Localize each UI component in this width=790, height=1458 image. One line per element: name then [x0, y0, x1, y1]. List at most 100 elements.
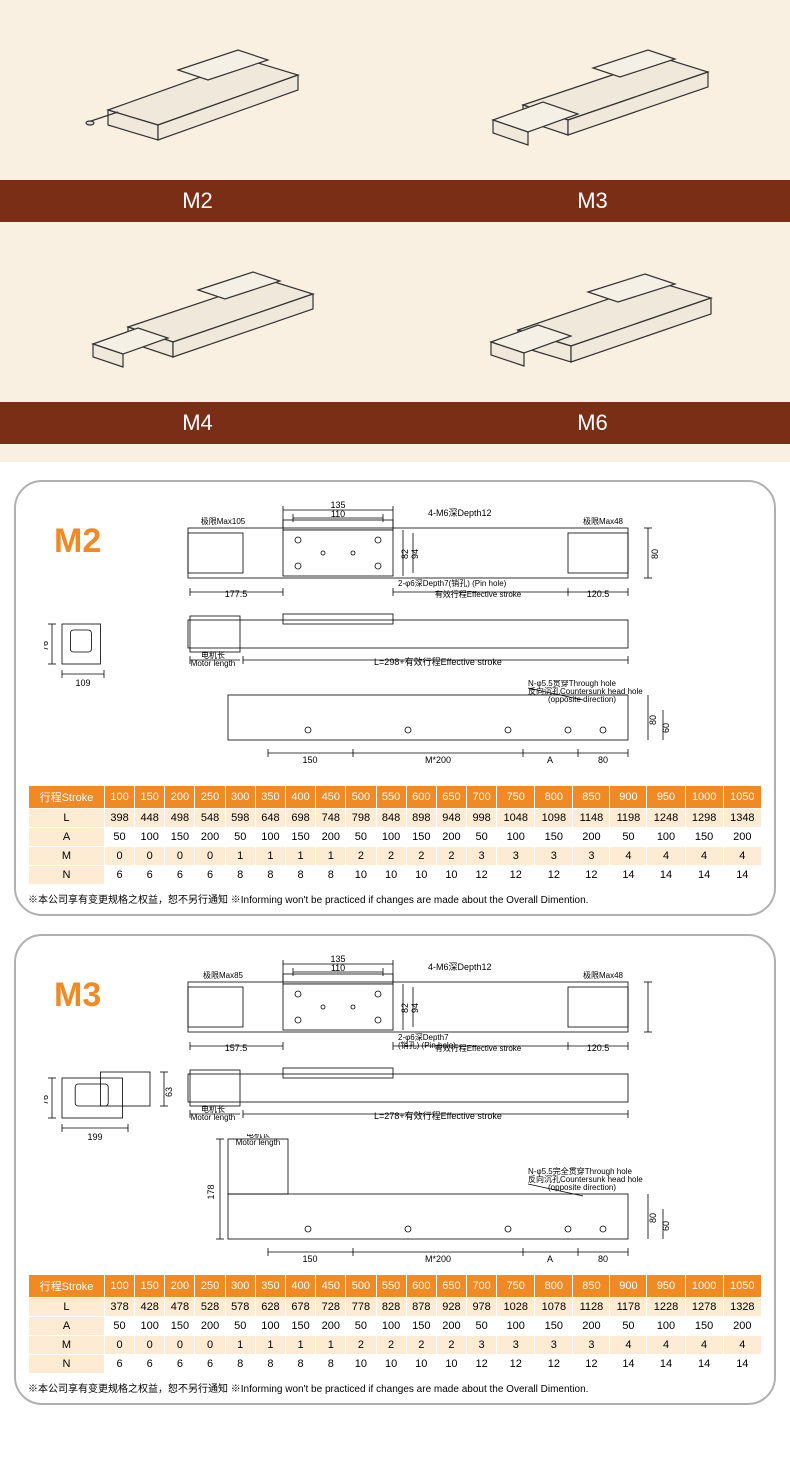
table-header-val: 350: [255, 1275, 285, 1298]
table-header-val: 800: [535, 1275, 573, 1298]
spec-card-m2: M 2 109 76: [14, 480, 776, 916]
svg-text:76: 76: [44, 641, 50, 651]
table-cell: 10: [406, 1355, 436, 1374]
table-cell: 8: [225, 866, 255, 885]
table-cell: 14: [685, 866, 723, 885]
svg-text:2-φ6深Depth7(销孔) (Pin hole): 2-φ6深Depth7(销孔) (Pin hole): [398, 578, 507, 588]
gallery-cell-m2: [0, 0, 395, 180]
table-cell: 1328: [723, 1298, 761, 1317]
side-dimension-drawing: 109 76: [44, 612, 144, 697]
table-cell: 150: [286, 828, 316, 847]
table-row-label: N: [29, 1355, 105, 1374]
table-cell: 12: [467, 866, 497, 885]
table-cell: 100: [647, 1317, 685, 1336]
table-row-label: M: [29, 1336, 105, 1355]
table-header-val: 800: [535, 786, 573, 809]
svg-text:Motor length: Motor length: [191, 1113, 235, 1122]
table-cell: 728: [316, 1298, 346, 1317]
table-cell: 998: [467, 809, 497, 828]
table-cell: 12: [467, 1355, 497, 1374]
svg-text:110: 110: [331, 509, 345, 519]
table-cell: 2: [436, 1336, 466, 1355]
table-cell: 50: [104, 828, 134, 847]
svg-text:94: 94: [410, 1003, 420, 1013]
table-header-val: 450: [316, 786, 346, 809]
table-cell: 12: [497, 1355, 535, 1374]
side-view-drawing: 电机长 Motor length L=278+有效行程Effective str…: [128, 1064, 762, 1122]
table-cell: 12: [573, 866, 610, 885]
table-cell: 3: [535, 1336, 573, 1355]
table-cell: 10: [346, 1355, 376, 1374]
table-cell: 6: [135, 1355, 165, 1374]
table-cell: 1198: [610, 809, 647, 828]
table-cell: 498: [165, 809, 195, 828]
table-cell: 8: [316, 866, 346, 885]
svg-text:150: 150: [302, 755, 317, 765]
svg-text:178: 178: [206, 1184, 216, 1199]
table-header-val: 600: [406, 786, 436, 809]
table-cell: 2: [376, 847, 406, 866]
table-cell: 4: [685, 1336, 723, 1355]
table-cell: 3: [573, 847, 610, 866]
table-cell: 6: [165, 1355, 195, 1374]
table-row-label: A: [29, 828, 105, 847]
gallery-label-m4: M4: [0, 402, 395, 444]
footnote: ※本公司享有变更规格之权益，恕不另行通知 ※Informing won't be…: [28, 1380, 762, 1395]
table-header-val: 900: [610, 786, 647, 809]
drawing-area: 135 110 4-M6深Depth12 极限Max85 极限Max48 82 …: [128, 952, 762, 1264]
table-cell: 6: [165, 866, 195, 885]
table-cell: 10: [436, 866, 466, 885]
table-row-label: M: [29, 847, 105, 866]
table-cell: 1: [255, 1336, 285, 1355]
table-cell: 100: [255, 828, 285, 847]
table-cell: 398: [104, 809, 134, 828]
table-header-val: 200: [165, 1275, 195, 1298]
table-header-val: 550: [376, 786, 406, 809]
svg-text:80: 80: [648, 1213, 658, 1223]
table-header-val: 650: [436, 786, 466, 809]
table-cell: 150: [286, 1317, 316, 1336]
table-row: M00001111222233334444: [29, 1336, 762, 1355]
table-cell: 2: [346, 847, 376, 866]
gallery-row-1: [0, 0, 790, 180]
table-cell: 50: [610, 828, 647, 847]
table-cell: 978: [467, 1298, 497, 1317]
gallery-cell-m4: [0, 222, 395, 402]
table-header-val: 550: [376, 1275, 406, 1298]
table-header-val: 500: [346, 786, 376, 809]
table-header-val: 850: [573, 786, 610, 809]
table-cell: 1: [286, 847, 316, 866]
table-cell: 0: [165, 847, 195, 866]
table-cell: 578: [225, 1298, 255, 1317]
table-cell: 12: [573, 1355, 610, 1374]
table-cell: 200: [573, 828, 610, 847]
table-cell: 1248: [647, 809, 685, 828]
table-cell: 50: [225, 1317, 255, 1336]
svg-text:177.5: 177.5: [225, 589, 248, 598]
table-cell: 10: [436, 1355, 466, 1374]
table-cell: 4: [610, 847, 647, 866]
table-cell: 848: [376, 809, 406, 828]
table-cell: 8: [316, 1355, 346, 1374]
table-cell: 828: [376, 1298, 406, 1317]
gallery-band-2: M4 M6: [0, 402, 790, 444]
table-header-val: 850: [573, 1275, 610, 1298]
side-dimension-drawing: 199 76 63: [44, 1066, 184, 1151]
table-cell: 1: [255, 847, 285, 866]
svg-text:L=298+有效行程Effective stroke: L=298+有效行程Effective stroke: [374, 656, 502, 667]
svg-text:94: 94: [410, 549, 420, 559]
table-cell: 528: [195, 1298, 225, 1317]
table-cell: 150: [165, 1317, 195, 1336]
table-header-val: 650: [436, 1275, 466, 1298]
table-cell: 10: [376, 866, 406, 885]
svg-text:A: A: [547, 1254, 553, 1264]
gallery-row-2: [0, 222, 790, 402]
table-cell: 628: [255, 1298, 285, 1317]
table-cell: 6: [195, 866, 225, 885]
svg-text:60: 60: [661, 723, 671, 733]
table-cell: 50: [346, 828, 376, 847]
table-cell: 200: [316, 1317, 346, 1336]
table-cell: 1048: [497, 809, 535, 828]
table-cell: 14: [723, 1355, 761, 1374]
svg-text:(opposite direction): (opposite direction): [548, 1183, 616, 1192]
